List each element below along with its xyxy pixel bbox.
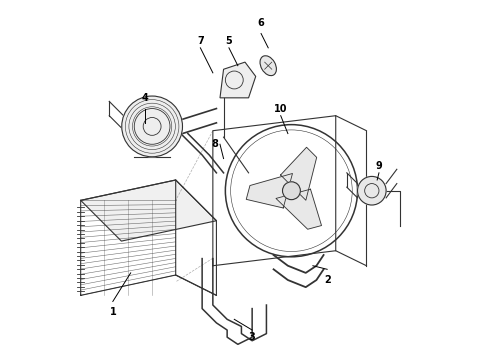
Text: 5: 5 [225, 36, 232, 46]
Text: 7: 7 [197, 36, 204, 46]
Polygon shape [246, 174, 293, 208]
Text: 9: 9 [375, 161, 382, 171]
Polygon shape [81, 180, 217, 241]
Polygon shape [220, 62, 256, 98]
Circle shape [122, 96, 182, 157]
Text: 2: 2 [324, 275, 331, 285]
Text: 10: 10 [274, 104, 288, 113]
Polygon shape [276, 189, 321, 229]
Circle shape [358, 176, 386, 205]
Text: 8: 8 [211, 139, 218, 149]
Polygon shape [281, 147, 317, 200]
Text: 4: 4 [142, 93, 148, 103]
Text: 3: 3 [249, 332, 255, 342]
Text: 6: 6 [258, 18, 265, 28]
Circle shape [283, 182, 300, 200]
Ellipse shape [260, 56, 276, 76]
Text: 1: 1 [109, 307, 116, 317]
